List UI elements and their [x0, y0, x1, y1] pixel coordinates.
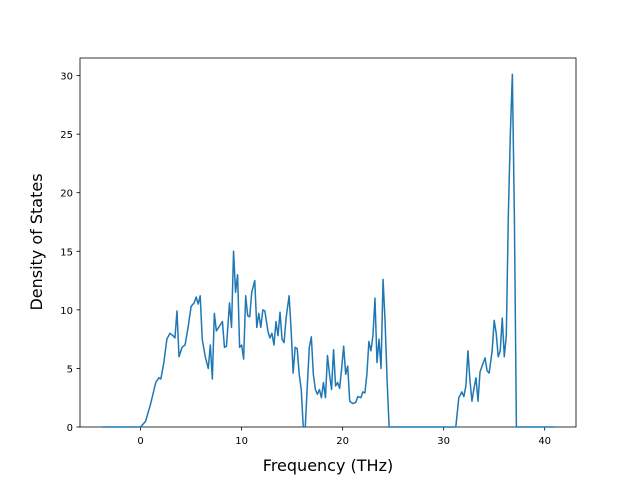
y-tick-label: 5: [67, 364, 73, 375]
y-tick-label: 0: [67, 423, 73, 434]
plot-frame: [79, 57, 577, 428]
x-tick-label: 20: [336, 436, 349, 447]
y-axis-label: Density of States: [27, 173, 46, 310]
y-tick-label: 30: [60, 72, 73, 83]
y-tick-label: 15: [60, 247, 73, 258]
y-tick-label: 25: [60, 130, 73, 141]
x-axis-label: Frequency (THz): [263, 456, 393, 475]
dos-line: [102, 73, 555, 428]
x-tick-label: 30: [437, 436, 450, 447]
x-tick-label: 0: [137, 436, 143, 447]
x-tick-label: 40: [538, 436, 551, 447]
x-tick-label: 10: [235, 436, 248, 447]
y-tick-label: 10: [60, 306, 73, 317]
y-tick-label: 20: [60, 189, 73, 200]
